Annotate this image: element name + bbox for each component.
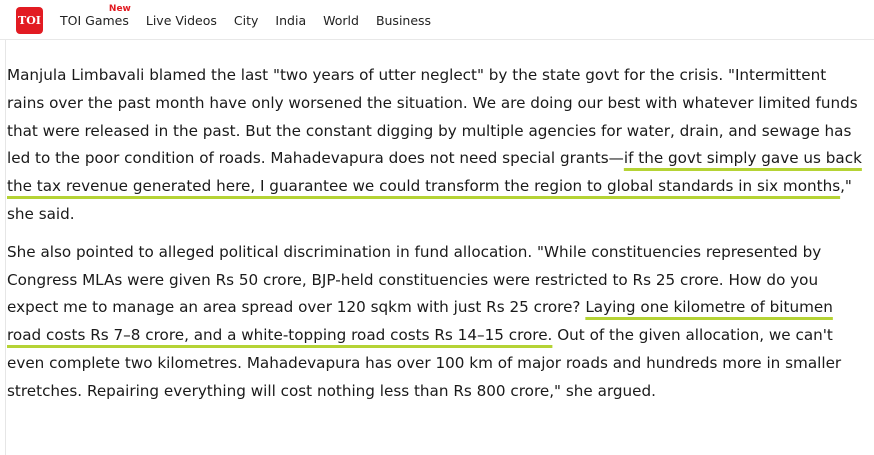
new-badge: New (108, 3, 131, 14)
toi-logo[interactable]: TOI (16, 7, 43, 34)
article-paragraph-1: Manjula Limbavali blamed the last "two y… (7, 62, 867, 229)
nav-item-business[interactable]: Business (375, 12, 432, 28)
main-nav: TOI Games New Live Videos City India Wor… (60, 0, 448, 40)
nav-item-world[interactable]: World (323, 12, 359, 28)
paragraph-text: Manjula Limbavali blamed the last "two y… (7, 66, 858, 168)
nav-item-india[interactable]: India (275, 12, 307, 28)
nav-item-label: TOI Games (60, 12, 129, 28)
paragraph-text: ," she said. (7, 177, 852, 223)
top-navigation-bar: TOI TOI Games New Live Videos City India… (0, 0, 874, 40)
paragraph-text: She also pointed to alleged political di… (7, 242, 822, 317)
article-body: Manjula Limbavali blamed the last "two y… (7, 62, 867, 416)
highlighted-quote: Laying one kilometre of bitumen road cos… (7, 298, 833, 345)
highlighted-quote: if the govt simply gave us back the tax … (7, 149, 862, 196)
article-paragraph-2: She also pointed to alleged political di… (7, 239, 867, 406)
nav-item-live-videos[interactable]: Live Videos (145, 12, 217, 28)
nav-item-city[interactable]: City (233, 12, 259, 28)
content-left-rule (5, 40, 6, 455)
nav-item-toi-games[interactable]: TOI Games New (60, 4, 131, 28)
paragraph-text: Out of the given allocation, we can't ev… (7, 326, 842, 400)
